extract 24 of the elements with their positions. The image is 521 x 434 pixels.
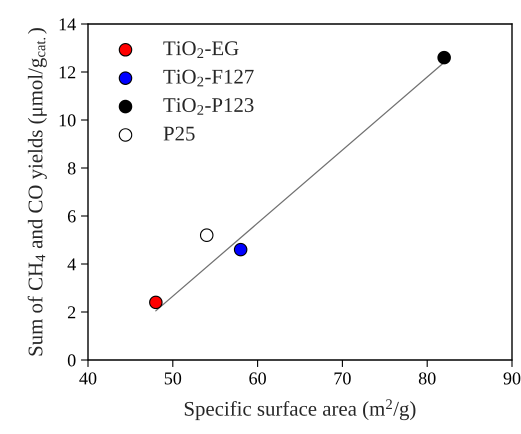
y-axis-title: Sum of CH$_{4}$ and CO yields (μmol/g$_{cat.}$) bbox=[28, 28, 47, 356]
y-tick-label: 0 bbox=[68, 354, 76, 366]
y-tick-label: 4 bbox=[68, 258, 76, 270]
x-axis-title: Specific surface area (m$^{2}$/g) bbox=[184, 399, 416, 420]
x-tick-label: 90 bbox=[504, 372, 520, 385]
y-tick-label: 14 bbox=[60, 18, 76, 30]
legend-label: P25 bbox=[164, 126, 195, 141]
x-tick-label: 60 bbox=[249, 372, 266, 385]
point bbox=[200, 228, 214, 242]
x-tick-label: 50 bbox=[164, 372, 182, 385]
legend-label: TiO$_{2}$-F127 bbox=[163, 70, 254, 86]
x-tick-label: 80 bbox=[418, 372, 436, 385]
y-tick-label: 2 bbox=[68, 306, 76, 318]
x-tick-label: 40 bbox=[79, 372, 96, 385]
legend-label: TiO$_{2}$-EG bbox=[163, 41, 239, 58]
legend-label: TiO$_{2}$-P123 bbox=[163, 98, 254, 115]
y-tick-label: 8 bbox=[68, 162, 76, 174]
y-tick-label: 10 bbox=[60, 114, 76, 126]
point bbox=[149, 296, 163, 310]
point bbox=[437, 50, 451, 64]
point bbox=[234, 242, 248, 256]
x-tick-label: 70 bbox=[334, 372, 351, 385]
y-tick-label: 6 bbox=[68, 210, 76, 222]
y-tick-label: 12 bbox=[60, 66, 76, 78]
